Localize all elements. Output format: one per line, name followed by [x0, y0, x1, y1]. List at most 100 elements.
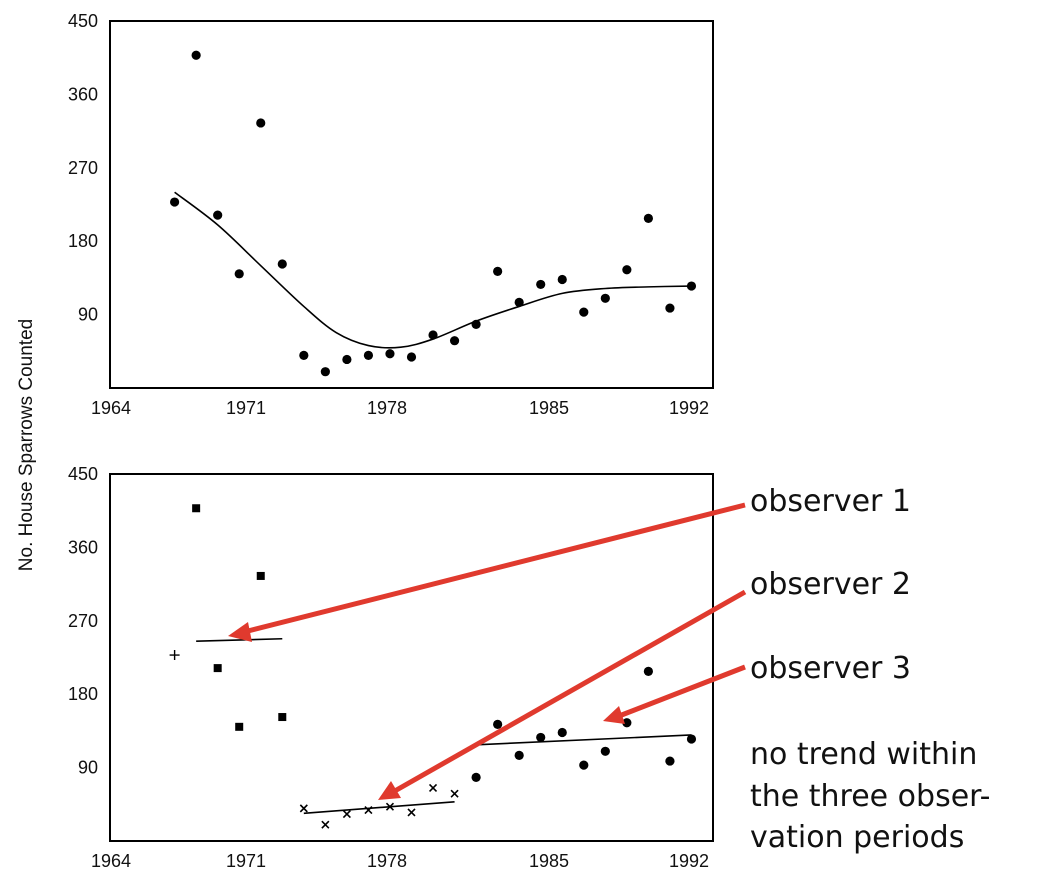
top-point-circle-1990	[665, 303, 675, 313]
observer-2-arrowhead	[378, 781, 401, 800]
bottom-point-circle-1990	[665, 756, 675, 766]
top-point-circle-1987	[600, 293, 610, 303]
top-x-tick-1985: 1985	[529, 398, 569, 418]
bottom-point-circle-1988	[622, 718, 632, 728]
top-panel: 90 180 270 360 450 1964 1971 1978 1985 1992	[68, 11, 714, 418]
bottom-observer-trend-lines	[196, 637, 692, 815]
bottom-point-x-1980	[450, 789, 459, 798]
top-point-circle-1988	[622, 265, 632, 275]
top-y-tick-360: 360	[68, 84, 98, 104]
bottom-y-tick-450: 450	[68, 464, 98, 484]
bottom-y-tick-360: 360	[68, 537, 98, 557]
bottom-x-tick-1964: 1964	[91, 851, 131, 871]
top-x-tick-labels: 1964 1971 1978 1985 1992	[91, 398, 709, 418]
bottom-y-tick-180: 180	[68, 684, 98, 704]
note-line-1: no trend within	[750, 737, 977, 772]
top-point-circle-1974	[320, 367, 330, 377]
top-smooth-trend-line	[174, 191, 692, 349]
top-point-circle-1989	[643, 213, 653, 223]
note-line-2: the three obser-	[750, 779, 990, 814]
bottom-x-tick-labels: 1964 1971 1978 1985 1992	[91, 851, 709, 871]
bottom-point-x-1975	[342, 810, 351, 819]
top-point-circle-1986	[579, 307, 589, 317]
observer-1-label: observer 1	[750, 484, 911, 519]
bottom-y-tick-270: 270	[68, 611, 98, 631]
bottom-point-circle-1989	[643, 666, 653, 676]
top-point-circle-1971	[256, 118, 266, 128]
top-y-tick-450: 450	[68, 11, 98, 31]
top-y-tick-90: 90	[78, 305, 98, 325]
bottom-y-tick-labels: 90 180 270 360 450	[68, 464, 98, 778]
bottom-point-square-1969	[213, 664, 222, 673]
y-axis-label: No. House Sparrows Counted	[16, 319, 37, 571]
bottom-point-plus-1967	[169, 650, 180, 661]
bottom-point-circle-1987	[600, 746, 610, 756]
trend-line-observer-1	[196, 637, 283, 642]
top-point-circle-1969	[213, 210, 223, 220]
top-plot-frame	[109, 20, 714, 389]
top-point-circle-1991	[686, 281, 697, 291]
observer-3-arrow	[618, 664, 746, 719]
observer-2-label: observer 2	[750, 567, 911, 602]
bottom-x-tick-1992: 1992	[669, 851, 709, 871]
top-x-tick-1978: 1978	[367, 398, 407, 418]
bottom-point-x-1974	[321, 820, 330, 829]
top-point-circle-1973	[299, 350, 309, 360]
bottom-point-x-1976	[364, 805, 373, 815]
top-point-circle-1984	[536, 279, 546, 290]
top-point-circle-1981	[471, 319, 481, 329]
bottom-data-points	[169, 504, 697, 829]
trend-line-observer-3	[476, 734, 692, 746]
bottom-point-circle-1982	[493, 719, 503, 729]
bottom-x-tick-1978: 1978	[367, 851, 407, 871]
bottom-x-tick-1971: 1971	[226, 851, 266, 871]
top-point-circle-1978	[406, 352, 417, 362]
bottom-point-square-1972	[278, 713, 287, 722]
bottom-point-x-1973	[299, 804, 308, 813]
top-data-points	[170, 50, 697, 377]
bottom-x-tick-1985: 1985	[529, 851, 569, 871]
top-point-circle-1967	[170, 197, 180, 207]
top-y-tick-270: 270	[68, 158, 98, 178]
top-x-tick-1971: 1971	[226, 398, 266, 418]
top-point-circle-1970	[234, 269, 244, 279]
top-point-circle-1972	[277, 259, 287, 269]
bottom-point-circle-1991	[686, 734, 697, 744]
bottom-point-circle-1983	[514, 750, 524, 760]
top-point-circle-1979	[428, 330, 438, 340]
bottom-point-square-1970	[235, 722, 244, 731]
top-point-circle-1977	[385, 349, 395, 359]
top-point-circle-1983	[514, 297, 524, 307]
bottom-plot-frame	[109, 473, 714, 842]
bottom-point-x-1978	[407, 808, 416, 817]
bottom-point-square-1971	[256, 571, 265, 580]
top-y-tick-180: 180	[68, 231, 98, 251]
observer-3-arrowhead	[603, 706, 625, 724]
observer-3-label: observer 3	[750, 651, 911, 686]
observer-1-arrow	[243, 502, 746, 635]
top-x-tick-1964: 1964	[91, 398, 131, 418]
bottom-point-circle-1985	[557, 727, 567, 738]
bottom-point-square-1968	[192, 504, 201, 513]
top-point-circle-1975	[342, 354, 352, 365]
top-x-tick-1992: 1992	[669, 398, 709, 418]
top-point-circle-1985	[557, 274, 567, 285]
top-point-circle-1980	[449, 336, 460, 346]
bottom-panel: 90 180 270 360 450 1964 1971 1978 1985 1992	[68, 464, 714, 871]
top-point-circle-1982	[493, 266, 503, 276]
observer-1-arrowhead	[228, 622, 252, 642]
top-point-circle-1976	[363, 350, 374, 360]
annotations: observer 1 observer 2 observer 3 no tren…	[228, 484, 990, 855]
top-y-tick-labels: 90 180 270 360 450	[68, 11, 98, 325]
top-point-circle-1968	[191, 50, 201, 60]
trend-line-observer-2	[303, 801, 455, 815]
bottom-point-x-1977	[385, 802, 395, 811]
bottom-point-circle-1984	[536, 732, 546, 743]
bottom-point-circle-1986	[579, 760, 589, 770]
bottom-y-tick-90: 90	[78, 758, 98, 778]
note-line-3: vation periods	[750, 820, 964, 855]
bottom-point-circle-1981	[471, 772, 481, 782]
bottom-point-x-1979	[428, 783, 438, 793]
observer-2-arrow	[391, 589, 747, 795]
